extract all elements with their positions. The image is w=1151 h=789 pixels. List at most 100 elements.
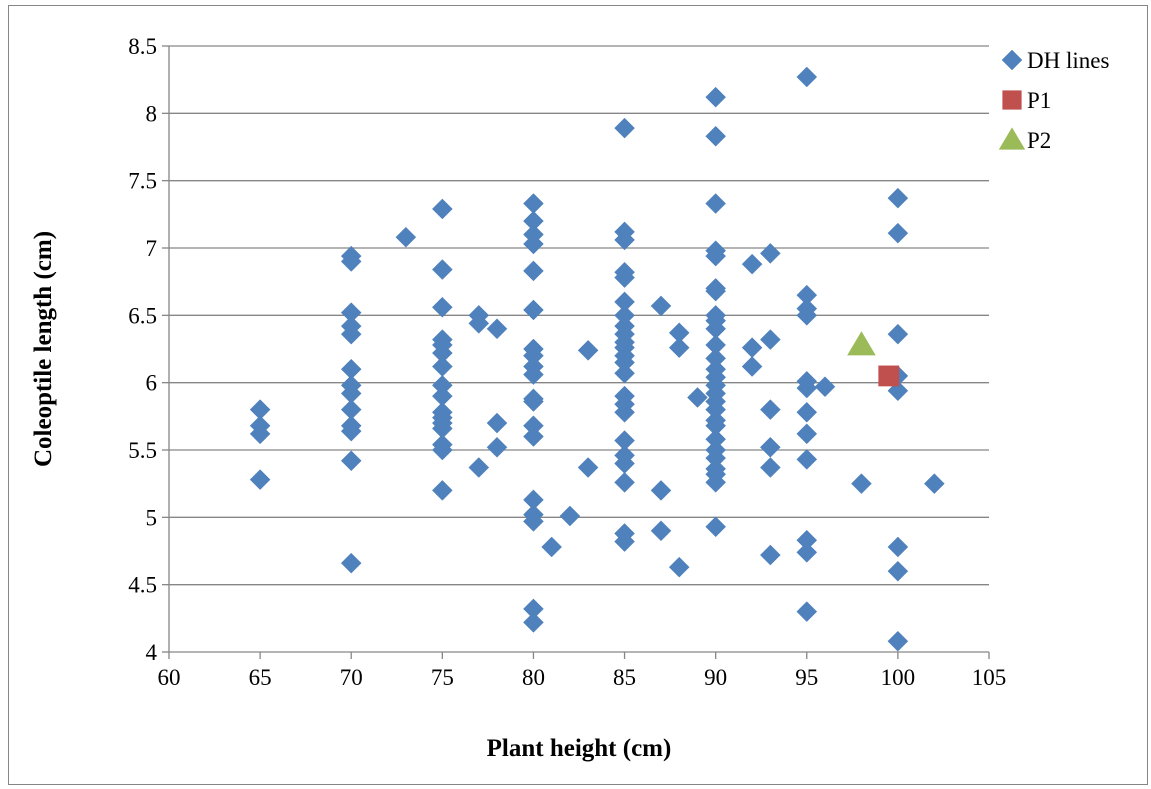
dh-lines-point bbox=[650, 520, 672, 542]
y-axis-title: Coleoptile length (cm) bbox=[30, 231, 57, 467]
x-tick-label: 90 bbox=[704, 665, 727, 690]
x-tick-label: 95 bbox=[795, 665, 818, 690]
dh-lines-point bbox=[340, 251, 362, 272]
dh-lines-point bbox=[668, 556, 690, 578]
dh-lines-point bbox=[486, 436, 508, 458]
dh-lines-point bbox=[687, 387, 708, 408]
dh-lines-point bbox=[614, 267, 635, 288]
dh-lines-point bbox=[741, 356, 763, 377]
dh-lines-point bbox=[759, 544, 781, 566]
y-tick-label: 8.5 bbox=[128, 34, 157, 59]
dh-lines-point bbox=[759, 457, 781, 478]
dh-lines-point bbox=[559, 505, 581, 527]
legend-marker-p1 bbox=[1002, 90, 1022, 110]
p1-point bbox=[878, 365, 900, 387]
dh-lines-point bbox=[340, 323, 362, 345]
dh-lines-point bbox=[796, 377, 818, 399]
dh-lines-point bbox=[887, 323, 909, 345]
x-axis-title: Plant height (cm) bbox=[487, 735, 672, 762]
x-tick-label: 105 bbox=[972, 665, 1007, 690]
x-tick-label: 80 bbox=[522, 665, 545, 690]
dh-lines-point bbox=[523, 233, 544, 255]
legend-marker-dh-lines bbox=[1001, 49, 1023, 71]
dh-lines-point bbox=[395, 226, 417, 248]
dh-lines-point bbox=[887, 630, 909, 652]
dh-lines-point bbox=[431, 259, 453, 280]
dh-lines-point bbox=[577, 339, 599, 361]
y-tick-label: 5 bbox=[146, 505, 158, 530]
dh-lines-point bbox=[486, 412, 508, 434]
dh-lines-point bbox=[431, 439, 453, 461]
dh-lines-point bbox=[705, 125, 727, 147]
dh-lines-point bbox=[541, 536, 563, 558]
dh-lines-point bbox=[614, 531, 635, 552]
dh-lines-point bbox=[705, 280, 727, 302]
dh-lines-point bbox=[650, 295, 672, 317]
dh-lines-point bbox=[705, 193, 727, 214]
dh-lines-point bbox=[249, 423, 271, 445]
dh-lines-point bbox=[614, 117, 635, 139]
scatter-chart: 4 4.5 5 5.5 6 6.5 7 7.5 8 8.5 60 65 70 75 80 85 90 95 100 1… bbox=[30, 34, 1109, 762]
dh-lines-point bbox=[614, 401, 635, 423]
dh-lines-point bbox=[705, 516, 727, 538]
y-tick-label: 4.5 bbox=[128, 573, 157, 598]
dh-lines-point bbox=[523, 299, 544, 321]
dh-lines-point bbox=[431, 480, 453, 501]
dh-lines-point bbox=[614, 229, 635, 251]
dh-lines-point bbox=[523, 511, 544, 532]
dh-lines-point bbox=[523, 426, 544, 447]
y-tick-label: 8 bbox=[146, 101, 158, 126]
dh-lines-point bbox=[577, 457, 599, 478]
dh-lines-point bbox=[796, 304, 818, 326]
dh-lines-point bbox=[887, 536, 909, 558]
dh-lines-point bbox=[340, 450, 362, 472]
dh-lines-point bbox=[523, 193, 544, 214]
dh-lines-point bbox=[759, 243, 781, 264]
dh-lines-point bbox=[923, 473, 945, 495]
legend: DH lines P1 P2 bbox=[998, 48, 1109, 153]
x-tick-label: 85 bbox=[613, 665, 636, 690]
y-tick-label: 7 bbox=[146, 236, 158, 261]
dh-lines-point bbox=[614, 471, 635, 493]
dh-lines-point bbox=[614, 362, 635, 384]
y-tick-label: 6 bbox=[146, 371, 158, 396]
dh-lines-point bbox=[431, 356, 453, 377]
legend-marker-p2 bbox=[998, 127, 1026, 150]
y-tick-label: 4 bbox=[146, 640, 158, 665]
chart-container: 4 4.5 5 5.5 6 6.5 7 7.5 8 8.5 60 65 70 75 80 85 90 95 100 1… bbox=[8, 5, 1148, 785]
dh-lines-point bbox=[796, 66, 818, 88]
dh-lines-point bbox=[796, 541, 818, 563]
dh-lines-point bbox=[468, 313, 490, 334]
dh-lines-point bbox=[759, 329, 781, 350]
y-tick-label: 6.5 bbox=[128, 303, 157, 328]
dh-lines-point bbox=[814, 376, 836, 398]
dh-lines-point bbox=[523, 612, 544, 633]
dh-lines-point bbox=[486, 318, 508, 340]
dh-lines-point bbox=[705, 471, 727, 493]
dh-lines-point bbox=[796, 449, 818, 470]
dh-lines-point bbox=[796, 401, 818, 423]
dh-lines-point bbox=[887, 187, 909, 209]
dh-lines-point bbox=[887, 222, 909, 244]
dh-lines-point bbox=[340, 552, 362, 574]
dh-lines-point bbox=[705, 245, 727, 267]
x-tick-label: 100 bbox=[881, 665, 916, 690]
dh-lines-point bbox=[650, 480, 672, 501]
dh-lines-point bbox=[851, 473, 872, 495]
dh-lines-point bbox=[759, 436, 781, 458]
dh-lines-point bbox=[741, 337, 763, 359]
data-points bbox=[249, 66, 945, 652]
legend-label: DH lines bbox=[1027, 48, 1109, 73]
dh-lines-point bbox=[340, 420, 362, 442]
dh-lines-point bbox=[523, 260, 544, 282]
dh-lines-point bbox=[668, 337, 690, 359]
dh-lines-point bbox=[431, 198, 453, 220]
y-tick-label: 5.5 bbox=[128, 438, 157, 463]
dh-lines-point bbox=[759, 399, 781, 420]
x-tick-label: 65 bbox=[249, 665, 272, 690]
dh-lines-point bbox=[431, 296, 453, 318]
dh-lines-point bbox=[249, 469, 271, 490]
dh-lines-point bbox=[887, 560, 909, 582]
axes bbox=[162, 45, 990, 659]
dh-lines-point bbox=[468, 457, 490, 478]
